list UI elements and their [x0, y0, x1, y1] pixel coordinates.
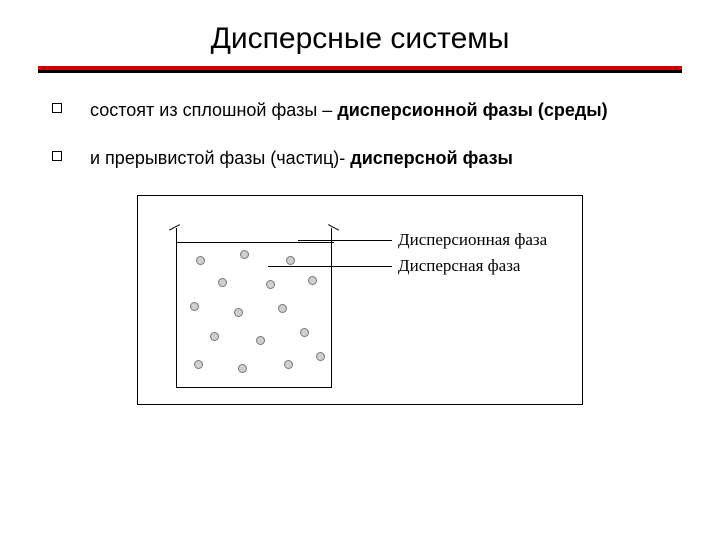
liquid-surface	[176, 242, 334, 243]
particle	[266, 280, 275, 289]
particle	[210, 332, 219, 341]
particle	[256, 336, 265, 345]
bullet-list: состоят из сплошной фазы – дисперсионной…	[52, 98, 660, 171]
bullet-marker	[52, 151, 62, 161]
label-dispersed-phase: Дисперсная фаза	[398, 256, 520, 276]
particle	[194, 360, 203, 369]
bullet-2-text: и прерывистой фазы (частиц)- дисперсной …	[90, 146, 513, 170]
particle	[238, 364, 247, 373]
particle	[240, 250, 249, 259]
particle	[308, 276, 317, 285]
particle	[234, 308, 243, 317]
bullet-1-text: состоят из сплошной фазы – дисперсионной…	[90, 98, 608, 122]
label-dispersion-phase: Дисперсионная фаза	[398, 230, 547, 250]
particle	[278, 304, 287, 313]
bullet-1: состоят из сплошной фазы – дисперсионной…	[52, 98, 660, 122]
title-underline	[38, 66, 682, 70]
bullet-1-prefix: состоят из сплошной фазы –	[90, 100, 337, 120]
diagram-frame: Дисперсионная фаза Дисперсная фаза	[137, 195, 583, 405]
leader-line-2	[268, 266, 392, 267]
bullet-2: и прерывистой фазы (частиц)- дисперсной …	[52, 146, 660, 170]
leader-line-1	[298, 240, 392, 241]
particle	[190, 302, 199, 311]
beaker	[166, 220, 342, 390]
bullet-1-bold: дисперсионной фазы (среды)	[337, 100, 607, 120]
particle	[286, 256, 295, 265]
particle	[300, 328, 309, 337]
bullet-marker	[52, 103, 62, 113]
bullet-2-prefix: и прерывистой фазы (частиц)-	[90, 148, 350, 168]
particle	[316, 352, 325, 361]
particle	[218, 278, 227, 287]
particle	[196, 256, 205, 265]
bullet-2-bold: дисперсной фазы	[350, 148, 513, 168]
particle	[284, 360, 293, 369]
page-title: Дисперсные системы	[0, 0, 720, 56]
